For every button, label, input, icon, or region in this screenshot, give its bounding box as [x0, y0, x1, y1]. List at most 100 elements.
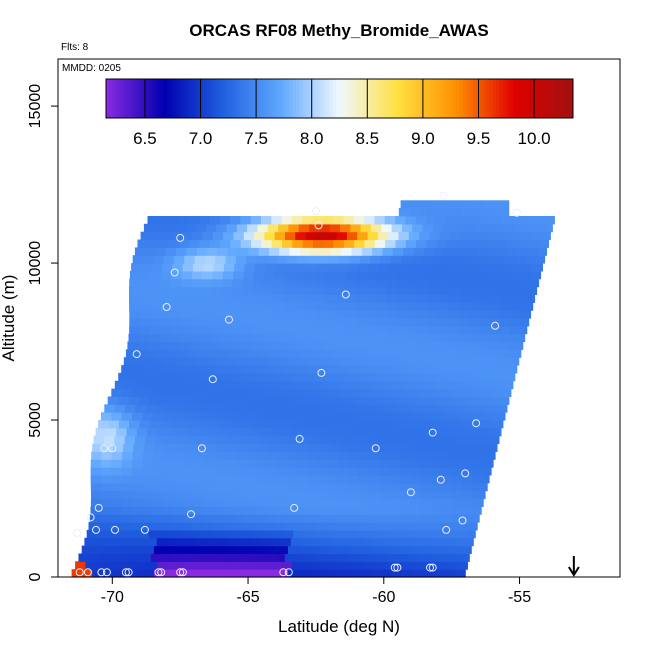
heatmap-cell: [308, 443, 320, 452]
heatmap-cell: [267, 443, 279, 452]
heatmap-cell: [159, 333, 171, 343]
heatmap-cell: [297, 459, 308, 468]
heatmap-cell: [232, 420, 244, 429]
heatmap-cell: [170, 286, 182, 295]
heatmap-cell: [273, 325, 285, 335]
heatmap-cell: [472, 459, 484, 468]
heatmap-cell: [261, 341, 273, 350]
colorbar-segment: [239, 79, 244, 118]
heatmap-cell: [284, 522, 296, 531]
heatmap-cell: [438, 294, 450, 303]
heatmap-cell: [419, 231, 430, 241]
heatmap-cell: [191, 325, 202, 335]
heatmap-cell: [279, 380, 291, 390]
heatmap-cell: [410, 459, 422, 468]
heatmap-cell: [452, 490, 463, 500]
sample-point: [428, 428, 437, 437]
heatmap-cell: [417, 396, 429, 405]
colorbar-segment: [419, 79, 424, 118]
heatmap-cell: [491, 231, 503, 241]
heatmap-cell: [149, 286, 161, 295]
heatmap-cell: [481, 263, 493, 272]
heatmap-cell: [524, 255, 536, 264]
heatmap-cell: [276, 412, 288, 421]
heatmap-cell: [391, 443, 403, 452]
heatmap-cell: [180, 325, 192, 335]
heatmap-cell: [465, 435, 476, 445]
heatmap-cell: [410, 498, 422, 507]
heatmap-cell: [476, 349, 488, 358]
heatmap-cell: [508, 239, 520, 248]
heatmap-cell: [315, 310, 326, 319]
heatmap-cell: [307, 490, 319, 500]
heatmap-cell: [450, 231, 461, 241]
heatmap-cell: [145, 380, 157, 390]
heatmap-cell: [147, 427, 159, 437]
heatmap-cell: [319, 223, 331, 233]
heatmap-cell: [101, 475, 112, 484]
heatmap-cell: [131, 365, 143, 374]
heatmap-cell: [321, 349, 333, 358]
heatmap-cell: [244, 263, 256, 272]
heatmap-cell: [366, 420, 378, 429]
heatmap-cell: [436, 216, 448, 225]
heatmap-cell: [210, 341, 221, 350]
heatmap-cell: [299, 357, 310, 366]
chart-title: ORCAS RF08 Methy_Bromide_AWAS: [189, 21, 488, 40]
heatmap-cell: [94, 537, 106, 547]
heatmap-cell: [312, 239, 324, 248]
heatmap-cell: [91, 490, 102, 500]
heatmap-cell: [451, 506, 463, 515]
heatmap-cell: [411, 545, 423, 554]
heatmap-cell: [407, 318, 419, 327]
heatmap-cell: [391, 223, 403, 233]
heatmap-cell: [384, 561, 396, 570]
colorbar-segment: [296, 79, 300, 118]
heatmap-cell: [432, 443, 444, 452]
colorbar-segment: [176, 79, 180, 118]
heatmap-cell: [245, 459, 257, 468]
heatmap-cell: [207, 247, 218, 256]
heatmap-cell: [415, 427, 427, 437]
heatmap-cell: [283, 420, 295, 429]
heatmap-cell: [339, 569, 351, 578]
heatmap-cell: [168, 561, 179, 570]
heatmap-cell: [136, 427, 148, 437]
heatmap-cell: [387, 278, 399, 288]
heatmap-cell: [461, 263, 473, 272]
heatmap-cell: [532, 231, 544, 241]
heatmap-cell: [338, 459, 350, 468]
heatmap-cell: [443, 569, 454, 578]
heatmap-cell: [195, 569, 207, 578]
heatmap-cell: [283, 294, 295, 303]
sample-point: [472, 419, 481, 428]
heatmap-cell: [409, 208, 420, 217]
heatmap-cell: [218, 537, 230, 547]
heatmap-cell: [222, 270, 234, 280]
colorbar-segment: [542, 79, 547, 118]
heatmap-cell: [278, 223, 289, 233]
heatmap-cell: [184, 451, 195, 460]
heatmap-cell: [460, 208, 472, 217]
heatmap-cell: [275, 365, 287, 374]
heatmap-cell: [463, 545, 472, 554]
heatmap-cell: [427, 529, 439, 539]
heatmap-cell: [191, 270, 203, 280]
heatmap-cell: [137, 341, 149, 350]
heatmap-cell: [492, 365, 504, 374]
heatmap-cell: [263, 294, 274, 303]
heatmap-cell: [274, 553, 286, 562]
heatmap-cell: [379, 482, 391, 492]
heatmap-cell: [325, 302, 337, 311]
heatmap-cell: [204, 467, 215, 476]
heatmap-cell: [293, 372, 305, 382]
heatmap-cell: [236, 545, 248, 554]
heatmap-cell: [263, 522, 275, 531]
heatmap-cell: [265, 263, 277, 272]
heatmap-cell: [424, 404, 435, 413]
heatmap-cell: [326, 553, 338, 562]
colorbar-segment: [169, 79, 174, 118]
heatmap-cell: [124, 404, 136, 413]
heatmap-cell: [287, 451, 299, 460]
heatmap-cell: [294, 294, 305, 303]
